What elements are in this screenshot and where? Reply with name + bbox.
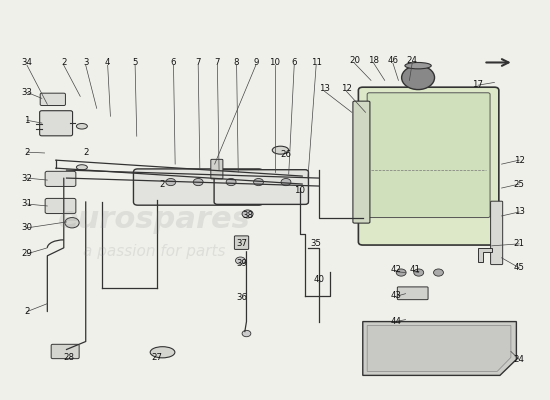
- Text: 10: 10: [294, 186, 305, 194]
- Text: 28: 28: [64, 353, 75, 362]
- Text: 26: 26: [280, 150, 292, 159]
- FancyBboxPatch shape: [353, 101, 370, 223]
- Text: 27: 27: [152, 353, 163, 362]
- Text: 41: 41: [409, 265, 420, 274]
- Text: 44: 44: [390, 317, 401, 326]
- Text: 36: 36: [236, 293, 248, 302]
- FancyBboxPatch shape: [211, 159, 223, 179]
- Text: 8: 8: [234, 58, 239, 67]
- Text: 21: 21: [514, 239, 525, 248]
- Text: 33: 33: [21, 88, 32, 97]
- Text: 10: 10: [270, 58, 280, 67]
- FancyBboxPatch shape: [234, 236, 249, 250]
- Text: 18: 18: [368, 56, 379, 65]
- Text: 2: 2: [160, 180, 166, 188]
- Text: 2: 2: [83, 148, 89, 157]
- FancyBboxPatch shape: [134, 169, 263, 205]
- Text: 4: 4: [105, 58, 111, 67]
- FancyBboxPatch shape: [397, 287, 428, 300]
- Text: 37: 37: [236, 239, 248, 248]
- Circle shape: [396, 269, 406, 276]
- Text: 43: 43: [390, 291, 401, 300]
- Ellipse shape: [405, 62, 431, 69]
- Ellipse shape: [272, 146, 289, 154]
- Text: 17: 17: [472, 80, 483, 89]
- Ellipse shape: [76, 124, 87, 129]
- Circle shape: [242, 330, 251, 337]
- Text: 30: 30: [21, 224, 32, 232]
- Text: 2: 2: [61, 58, 67, 67]
- Text: 25: 25: [514, 180, 525, 188]
- Ellipse shape: [76, 165, 87, 170]
- FancyBboxPatch shape: [51, 344, 79, 359]
- Polygon shape: [478, 248, 492, 262]
- Circle shape: [281, 178, 291, 186]
- Text: 5: 5: [133, 58, 138, 67]
- Circle shape: [402, 66, 434, 90]
- Text: 9: 9: [253, 58, 258, 67]
- Text: 7: 7: [195, 58, 201, 67]
- Circle shape: [433, 269, 443, 276]
- Text: 24: 24: [514, 355, 525, 364]
- Text: 46: 46: [387, 56, 398, 65]
- Text: 2: 2: [24, 307, 30, 316]
- Text: 12: 12: [341, 84, 352, 93]
- Text: a passion for parts: a passion for parts: [83, 244, 226, 259]
- Circle shape: [242, 210, 253, 218]
- Circle shape: [226, 178, 236, 186]
- Text: 40: 40: [314, 275, 324, 284]
- Text: 24: 24: [406, 56, 417, 65]
- FancyBboxPatch shape: [359, 87, 499, 245]
- FancyBboxPatch shape: [40, 111, 73, 136]
- Text: 32: 32: [21, 174, 32, 182]
- Text: 13: 13: [319, 84, 330, 93]
- Circle shape: [193, 178, 203, 186]
- Text: 31: 31: [21, 200, 32, 208]
- Text: 34: 34: [21, 58, 32, 67]
- FancyBboxPatch shape: [45, 171, 76, 186]
- FancyBboxPatch shape: [367, 93, 490, 218]
- Circle shape: [235, 257, 245, 264]
- Text: 2: 2: [24, 148, 30, 157]
- Text: 11: 11: [311, 58, 322, 67]
- Polygon shape: [367, 326, 511, 372]
- Circle shape: [166, 178, 175, 186]
- FancyBboxPatch shape: [40, 93, 65, 106]
- Text: 12: 12: [514, 156, 525, 165]
- Text: 20: 20: [349, 56, 360, 65]
- Text: 35: 35: [311, 239, 322, 248]
- Text: 3: 3: [83, 58, 89, 67]
- Circle shape: [414, 269, 424, 276]
- Circle shape: [65, 218, 79, 228]
- Text: 42: 42: [390, 265, 401, 274]
- Text: 7: 7: [214, 58, 220, 67]
- Text: 6: 6: [292, 58, 297, 67]
- FancyBboxPatch shape: [214, 170, 309, 204]
- Text: 29: 29: [21, 249, 32, 258]
- Text: 1: 1: [24, 116, 30, 125]
- Text: 13: 13: [514, 208, 525, 216]
- Text: 39: 39: [236, 259, 248, 268]
- FancyBboxPatch shape: [45, 198, 76, 214]
- Text: 6: 6: [170, 58, 176, 67]
- Text: 38: 38: [242, 212, 253, 220]
- Ellipse shape: [150, 347, 175, 358]
- Text: 45: 45: [514, 263, 525, 272]
- Polygon shape: [363, 322, 516, 375]
- Circle shape: [254, 178, 263, 186]
- FancyBboxPatch shape: [491, 201, 503, 264]
- Text: eurospares: eurospares: [58, 206, 251, 234]
